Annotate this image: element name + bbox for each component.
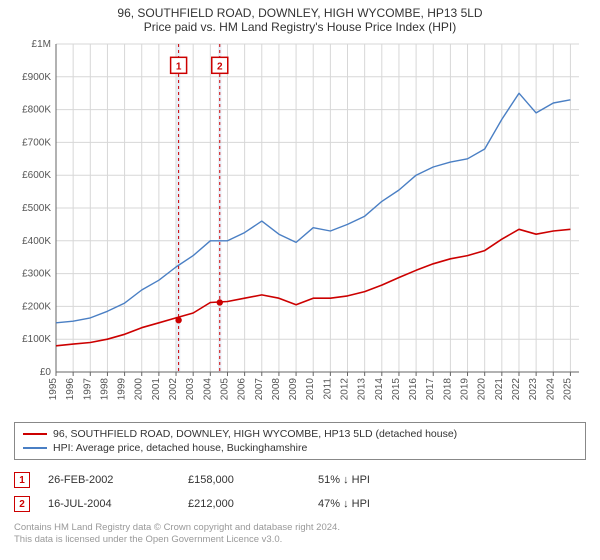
svg-text:2006: 2006 (237, 378, 248, 401)
svg-text:£400K: £400K (22, 236, 51, 247)
svg-text:£0: £0 (40, 367, 52, 378)
svg-text:1995: 1995 (48, 378, 59, 401)
sale-row: 2 16-JUL-2004£212,00047% ↓ HPI (14, 492, 586, 516)
svg-text:£700K: £700K (22, 137, 51, 148)
svg-text:2011: 2011 (322, 378, 333, 400)
svg-text:2023: 2023 (528, 378, 539, 401)
svg-text:2005: 2005 (219, 378, 230, 401)
svg-text:2025: 2025 (562, 378, 573, 401)
footnote-line1: Contains HM Land Registry data © Crown c… (14, 522, 586, 534)
sale-badge: 2 (14, 496, 30, 512)
svg-text:1998: 1998 (99, 378, 110, 401)
legend-box: 96, SOUTHFIELD ROAD, DOWNLEY, HIGH WYCOM… (14, 422, 586, 460)
svg-text:£1M: £1M (32, 40, 51, 50)
sale-hpi: 47% ↓ HPI (318, 498, 438, 510)
page-subtitle: Price paid vs. HM Land Registry's House … (14, 20, 586, 34)
svg-text:2001: 2001 (151, 378, 162, 401)
svg-text:£600K: £600K (22, 170, 51, 181)
svg-text:2019: 2019 (460, 378, 471, 401)
svg-text:£900K: £900K (22, 72, 51, 83)
svg-text:£800K: £800K (22, 105, 51, 116)
page-title: 96, SOUTHFIELD ROAD, DOWNLEY, HIGH WYCOM… (14, 6, 586, 20)
svg-text:2022: 2022 (511, 378, 522, 401)
sale-date: 26-FEB-2002 (48, 474, 188, 486)
svg-text:1999: 1999 (117, 378, 128, 401)
svg-text:1: 1 (176, 61, 182, 72)
legend-label: HPI: Average price, detached house, Buck… (53, 442, 307, 454)
legend-swatch (23, 433, 47, 435)
sales-table: 1 26-FEB-2002£158,00051% ↓ HPI 2 16-JUL-200… (14, 468, 586, 516)
svg-text:2: 2 (217, 61, 223, 72)
svg-text:2024: 2024 (545, 378, 556, 401)
svg-text:2018: 2018 (442, 378, 453, 401)
chart-svg: £0 £100K £200K £300K £400K £500K £600K £700K £80… (14, 40, 586, 416)
legend-swatch (23, 447, 47, 449)
sale-row: 1 26-FEB-2002£158,00051% ↓ HPI (14, 468, 586, 492)
svg-text:2009: 2009 (288, 378, 299, 401)
svg-text:2004: 2004 (202, 378, 213, 401)
sale-price: £212,000 (188, 498, 318, 510)
footnote: Contains HM Land Registry data © Crown c… (14, 522, 586, 547)
svg-text:£200K: £200K (22, 301, 51, 312)
svg-text:£100K: £100K (22, 334, 51, 345)
sale-date: 16-JUL-2004 (48, 498, 188, 510)
svg-text:2014: 2014 (374, 378, 385, 401)
svg-text:2017: 2017 (425, 378, 436, 401)
svg-text:£300K: £300K (22, 269, 51, 280)
svg-text:1997: 1997 (82, 378, 93, 401)
svg-text:2021: 2021 (494, 378, 505, 401)
svg-text:2010: 2010 (305, 378, 316, 401)
svg-text:2016: 2016 (408, 378, 419, 401)
legend-row: 96, SOUTHFIELD ROAD, DOWNLEY, HIGH WYCOM… (23, 427, 577, 441)
svg-text:£500K: £500K (22, 203, 51, 214)
svg-text:2013: 2013 (357, 378, 368, 401)
svg-text:2020: 2020 (477, 378, 488, 401)
svg-text:2000: 2000 (134, 378, 145, 401)
sale-hpi: 51% ↓ HPI (318, 474, 438, 486)
legend-row: HPI: Average price, detached house, Buck… (23, 441, 577, 455)
sale-price: £158,000 (188, 474, 318, 486)
legend-label: 96, SOUTHFIELD ROAD, DOWNLEY, HIGH WYCOM… (53, 428, 457, 440)
price-chart: £0 £100K £200K £300K £400K £500K £600K £700K £80… (14, 40, 586, 416)
svg-text:2008: 2008 (271, 378, 282, 401)
svg-text:2002: 2002 (168, 378, 179, 401)
svg-text:1996: 1996 (65, 378, 76, 401)
footnote-line2: This data is licensed under the Open Gov… (14, 534, 586, 546)
sale-badge: 1 (14, 472, 30, 488)
svg-text:2012: 2012 (340, 378, 351, 401)
svg-text:2015: 2015 (391, 378, 402, 401)
svg-text:2007: 2007 (254, 378, 265, 401)
svg-text:2003: 2003 (185, 378, 196, 401)
